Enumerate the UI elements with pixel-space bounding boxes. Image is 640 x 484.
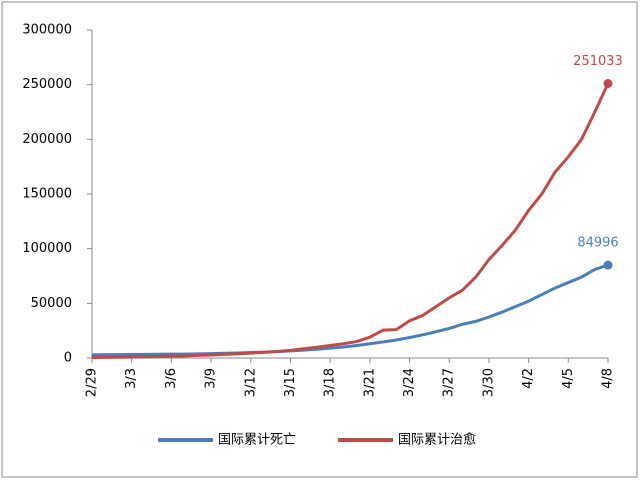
y-tick-label: 100000 bbox=[22, 241, 72, 256]
y-tick-label: 0 bbox=[64, 351, 72, 366]
y-tick-label: 150000 bbox=[22, 187, 72, 202]
legend-label: 国际累计治愈 bbox=[398, 433, 476, 448]
y-tick-label: 50000 bbox=[31, 296, 72, 311]
x-tick-label: 3/9 bbox=[204, 368, 219, 389]
x-tick-label: 4/2 bbox=[521, 368, 536, 389]
y-tick-label: 250000 bbox=[22, 77, 72, 92]
x-tick-label: 3/27 bbox=[442, 368, 457, 397]
x-tick-label: 3/12 bbox=[243, 368, 258, 397]
data-line bbox=[91, 82, 610, 359]
x-tick-label: 3/3 bbox=[124, 368, 139, 389]
data-line bbox=[91, 263, 609, 357]
x-tick-label: 3/30 bbox=[481, 368, 496, 397]
x-tick-label: 3/24 bbox=[402, 368, 417, 397]
x-tick-label: 2/29 bbox=[85, 368, 100, 397]
end-marker bbox=[603, 79, 613, 89]
end-marker bbox=[603, 260, 613, 270]
x-tick-label: 3/18 bbox=[323, 368, 338, 397]
x-tick-label: 3/21 bbox=[362, 368, 377, 397]
y-tick-label: 200000 bbox=[22, 132, 72, 147]
x-tick-label: 4/5 bbox=[561, 368, 576, 389]
y-tick-label: 300000 bbox=[22, 23, 72, 38]
legend-label: 国际累计死亡 bbox=[218, 433, 296, 448]
x-tick-label: 4/8 bbox=[601, 368, 616, 389]
data-label: 84996 bbox=[577, 236, 618, 251]
data-label: 251033 bbox=[573, 54, 623, 69]
x-tick-label: 3/6 bbox=[164, 368, 179, 389]
x-tick-label: 3/15 bbox=[283, 368, 298, 397]
